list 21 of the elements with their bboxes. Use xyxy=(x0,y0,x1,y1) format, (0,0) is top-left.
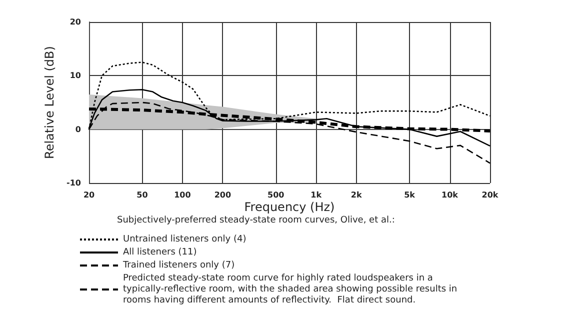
x-tick-label: 10k xyxy=(442,190,459,200)
x-tick-label: 5k xyxy=(404,190,416,200)
x-tick-label: 500 xyxy=(268,190,285,200)
y-tick-label: 10 xyxy=(70,71,82,80)
y-axis-title: Relative Level (dB) xyxy=(42,46,57,159)
text: Subjectively-preferred steady-state room curves, Olive, et al.: xyxy=(117,216,395,226)
y-tick-label: 0 xyxy=(75,124,82,134)
x-tick-label: 100 xyxy=(174,190,192,200)
legend-label: All listeners (11) xyxy=(123,248,197,258)
y-tick-label: 20 xyxy=(70,18,82,26)
x-tick-label: 200 xyxy=(214,190,232,200)
x-tick-label: 20 xyxy=(83,190,95,200)
x-axis-title: Frequency (Hz) xyxy=(244,200,335,214)
legend-label: Predicted steady-state room curve for highly rated loudspeakers in a typically-reflective room, with the shaded area showing possible results in rooms having different amounts of reflectivity. Flat direct sound. xyxy=(123,274,460,306)
legend-label: Trained listeners only (7) xyxy=(122,260,235,270)
y-tick-label: -10 xyxy=(66,178,82,188)
x-tick-label: 20k xyxy=(482,190,499,200)
x-tick-label: 2k xyxy=(350,190,362,200)
legend-label: Untrained listeners only (4) xyxy=(123,234,246,244)
x-tick-label: 1k xyxy=(310,190,322,200)
x-tick-label: 50 xyxy=(136,190,148,200)
